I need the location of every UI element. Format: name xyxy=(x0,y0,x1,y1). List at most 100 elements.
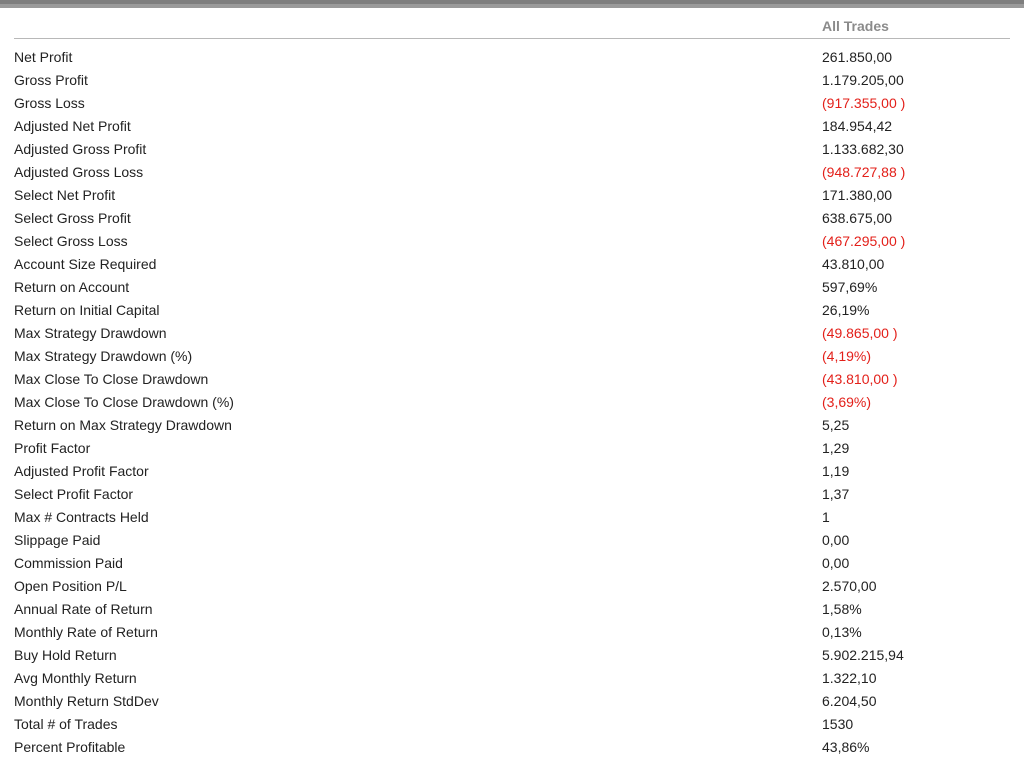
metric-label: Percent Profitable xyxy=(14,737,822,757)
metric-label: Max # Contracts Held xyxy=(14,507,822,527)
metric-label: Gross Loss xyxy=(14,93,822,113)
table-row: Return on Account597,69% xyxy=(14,275,1010,298)
table-row: Select Profit Factor1,37 xyxy=(14,482,1010,505)
table-row: Monthly Rate of Return0,13% xyxy=(14,620,1010,643)
metric-label: Max Close To Close Drawdown (%) xyxy=(14,392,822,412)
window-header-strip-inner xyxy=(0,0,1024,4)
table-header-row: All Trades xyxy=(14,14,1010,39)
metric-label: Buy Hold Return xyxy=(14,645,822,665)
table-row: Buy Hold Return5.902.215,94 xyxy=(14,643,1010,666)
metric-label: Select Profit Factor xyxy=(14,484,822,504)
metric-value: 261.850,00 xyxy=(822,47,892,67)
metric-label: Annual Rate of Return xyxy=(14,599,822,619)
metric-value: (49.865,00 ) xyxy=(822,323,898,343)
metric-label: Slippage Paid xyxy=(14,530,822,550)
metric-value: 1.179.205,00 xyxy=(822,70,904,90)
metric-label: Open Position P/L xyxy=(14,576,822,596)
metric-label: Select Net Profit xyxy=(14,185,822,205)
metric-label: Adjusted Net Profit xyxy=(14,116,822,136)
metric-value: (948.727,88 ) xyxy=(822,162,905,182)
table-row: Max # Contracts Held1 xyxy=(14,505,1010,528)
table-row: Max Close To Close Drawdown(43.810,00 ) xyxy=(14,367,1010,390)
metric-label: Return on Max Strategy Drawdown xyxy=(14,415,822,435)
metric-value: 5.902.215,94 xyxy=(822,645,904,665)
table-row: Select Net Profit171.380,00 xyxy=(14,183,1010,206)
metric-value: 1,58% xyxy=(822,599,862,619)
metric-label: Account Size Required xyxy=(14,254,822,274)
metric-value: 597,69% xyxy=(822,277,877,297)
metrics-table-body: Net Profit261.850,00Gross Profit1.179.20… xyxy=(14,45,1010,758)
metric-label: Select Gross Profit xyxy=(14,208,822,228)
table-row: Max Strategy Drawdown (%)(4,19%) xyxy=(14,344,1010,367)
column-header-all-trades: All Trades xyxy=(822,18,889,34)
metric-value: 0,00 xyxy=(822,530,849,550)
metric-label: Avg Monthly Return xyxy=(14,668,822,688)
metric-value: 1.133.682,30 xyxy=(822,139,904,159)
metric-label: Total # of Trades xyxy=(14,714,822,734)
metric-value: 1,37 xyxy=(822,484,849,504)
metric-label: Monthly Rate of Return xyxy=(14,622,822,642)
table-row: Total # of Trades1530 xyxy=(14,712,1010,735)
table-row: Net Profit261.850,00 xyxy=(14,45,1010,68)
metric-label: Profit Factor xyxy=(14,438,822,458)
metric-label: Return on Initial Capital xyxy=(14,300,822,320)
metric-value: 1,19 xyxy=(822,461,849,481)
table-row: Gross Loss(917.355,00 ) xyxy=(14,91,1010,114)
metric-value: (467.295,00 ) xyxy=(822,231,905,251)
table-row: Gross Profit1.179.205,00 xyxy=(14,68,1010,91)
performance-report: All Trades Net Profit261.850,00Gross Pro… xyxy=(0,8,1024,758)
table-row: Return on Max Strategy Drawdown5,25 xyxy=(14,413,1010,436)
table-row: Adjusted Profit Factor1,19 xyxy=(14,459,1010,482)
table-row: Adjusted Gross Profit1.133.682,30 xyxy=(14,137,1010,160)
table-row: Account Size Required43.810,00 xyxy=(14,252,1010,275)
metric-value: 1.322,10 xyxy=(822,668,877,688)
metric-value: 43,86% xyxy=(822,737,869,757)
table-row: Slippage Paid0,00 xyxy=(14,528,1010,551)
metric-value: (917.355,00 ) xyxy=(822,93,905,113)
table-row: Adjusted Gross Loss(948.727,88 ) xyxy=(14,160,1010,183)
table-row: Monthly Return StdDev6.204,50 xyxy=(14,689,1010,712)
metric-value: 26,19% xyxy=(822,300,869,320)
metric-value: (4,19%) xyxy=(822,346,871,366)
metric-value: 638.675,00 xyxy=(822,208,892,228)
metric-value: 171.380,00 xyxy=(822,185,892,205)
table-row: Open Position P/L2.570,00 xyxy=(14,574,1010,597)
table-row: Select Gross Loss(467.295,00 ) xyxy=(14,229,1010,252)
table-row: Max Strategy Drawdown(49.865,00 ) xyxy=(14,321,1010,344)
table-row: Avg Monthly Return1.322,10 xyxy=(14,666,1010,689)
metric-label: Gross Profit xyxy=(14,70,822,90)
metric-value: 0,13% xyxy=(822,622,862,642)
metric-value: (3,69%) xyxy=(822,392,871,412)
table-row: Adjusted Net Profit184.954,42 xyxy=(14,114,1010,137)
metric-label: Monthly Return StdDev xyxy=(14,691,822,711)
metric-label: Net Profit xyxy=(14,47,822,67)
table-row: Select Gross Profit638.675,00 xyxy=(14,206,1010,229)
metric-label: Commission Paid xyxy=(14,553,822,573)
table-row: Commission Paid0,00 xyxy=(14,551,1010,574)
table-row: Annual Rate of Return1,58% xyxy=(14,597,1010,620)
metric-value: 6.204,50 xyxy=(822,691,877,711)
metric-label: Adjusted Gross Loss xyxy=(14,162,822,182)
table-row: Percent Profitable43,86% xyxy=(14,735,1010,758)
metric-label: Adjusted Gross Profit xyxy=(14,139,822,159)
table-row: Return on Initial Capital26,19% xyxy=(14,298,1010,321)
metric-label: Max Close To Close Drawdown xyxy=(14,369,822,389)
metric-value: (43.810,00 ) xyxy=(822,369,898,389)
metric-label: Adjusted Profit Factor xyxy=(14,461,822,481)
metric-value: 5,25 xyxy=(822,415,849,435)
metric-label: Select Gross Loss xyxy=(14,231,822,251)
metric-label: Max Strategy Drawdown xyxy=(14,323,822,343)
metric-value: 0,00 xyxy=(822,553,849,573)
table-row: Profit Factor1,29 xyxy=(14,436,1010,459)
metric-value: 184.954,42 xyxy=(822,116,892,136)
metric-value: 43.810,00 xyxy=(822,254,884,274)
metric-label: Max Strategy Drawdown (%) xyxy=(14,346,822,366)
metric-label: Return on Account xyxy=(14,277,822,297)
metric-value: 1 xyxy=(822,507,830,527)
table-row: Max Close To Close Drawdown (%)(3,69%) xyxy=(14,390,1010,413)
metric-value: 1530 xyxy=(822,714,853,734)
metric-value: 2.570,00 xyxy=(822,576,877,596)
window-header-strip xyxy=(0,0,1024,8)
metric-value: 1,29 xyxy=(822,438,849,458)
table-header-spacer xyxy=(14,18,822,34)
